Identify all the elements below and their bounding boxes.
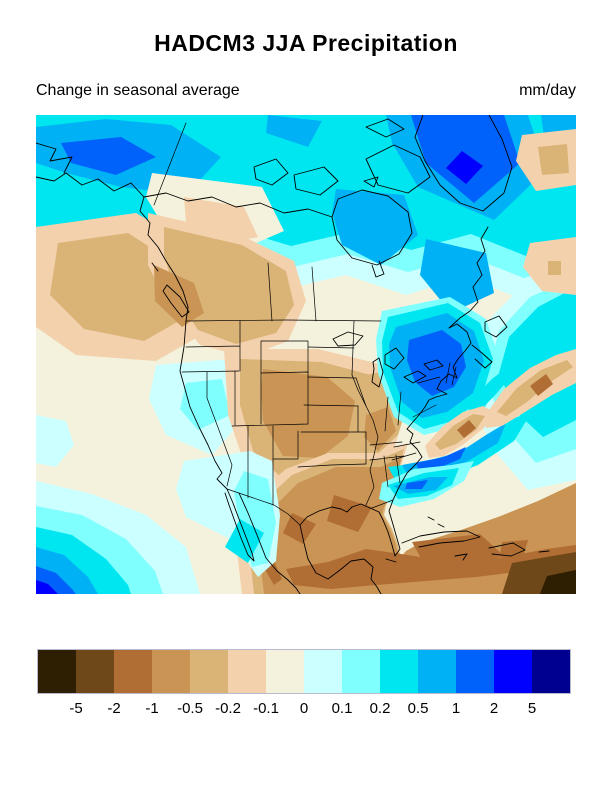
colorbar-tick-label: -1 [145,700,159,717]
colorbar-segment-3 [152,650,190,693]
colorbar-segment-0 [38,650,76,693]
colorbar-tick-label: 5 [527,700,537,717]
colorbar-tick-label: 0.1 [331,700,353,717]
precipitation-map [36,115,576,594]
colorbar-tick-label: 1 [451,700,461,717]
colorbar-segment-9 [380,650,418,693]
colorbar-tick-label: -0.5 [177,700,203,717]
colorbar-segment-8 [342,650,380,693]
colorbar-tick-label: 2 [489,700,499,717]
coastlines [36,115,550,594]
colorbar-ticks: -5 -2 -1 -0.5 -0.2 -0.1 0 0.1 0.2 0.5 1 2 5 [38,700,570,720]
colorbar-tick-label: 0.2 [369,700,391,717]
page-title: HADCM3 JJA Precipitation [154,30,458,56]
subtitle-row: Change in seasonal average mm/day [36,82,576,100]
subtitle-left: Change in seasonal average [36,82,240,99]
colorbar-tick-label: -0.2 [215,700,241,717]
colorbar-segment-2 [114,650,152,693]
state-borders [153,122,457,526]
colorbar-segment-11 [456,650,494,693]
colorbar-segment-6 [266,650,304,693]
colorbar-segment-4 [190,650,228,693]
colorbar-segment-1 [76,650,114,693]
colorbar-tick-label: 0 [299,700,309,717]
colorbar-tick-label: 0.5 [407,700,429,717]
colorbar-segment-10 [418,650,456,693]
contour-fills [36,115,576,594]
units-label: mm/day [519,82,576,99]
colorbar-segment-13 [532,650,570,693]
colorbar-tick-label: -0.1 [253,700,279,717]
colorbar-segment-7 [304,650,342,693]
map-canvas [36,115,576,594]
colorbar-segment-12 [494,650,532,693]
colorbar-tick-label: -5 [69,700,83,717]
colorbar-segment-5 [228,650,266,693]
colorbar-tick-label: -2 [107,700,121,717]
colorbar-segments [37,649,571,694]
